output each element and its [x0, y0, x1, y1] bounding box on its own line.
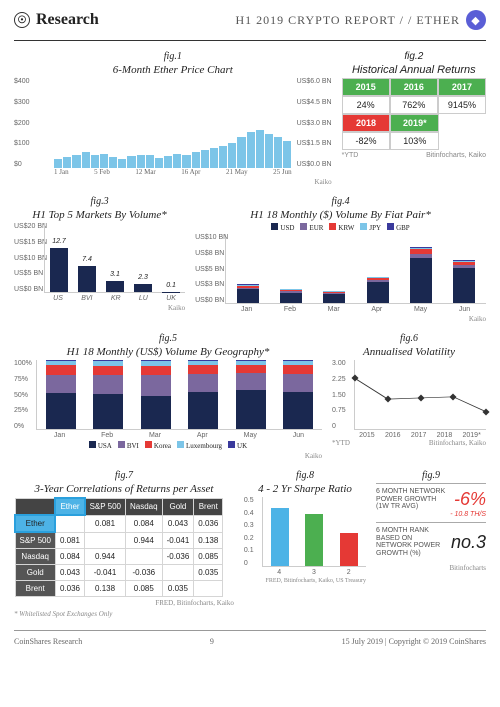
- fig9-label: fig.9: [376, 470, 486, 481]
- fig9-box1: 6 MONTH NETWORK POWER GROWTH (1W TR AVG)…: [376, 483, 486, 522]
- fig6-note: *YTD: [332, 439, 350, 447]
- fig2-title: Historical Annual Returns: [342, 64, 486, 76]
- fig4-title: H1 18 Monthly ($) Volume By Fiat Pair*: [195, 209, 486, 221]
- fig4-source: Kaiko: [195, 315, 486, 323]
- fig7-title: 3-Year Correlations of Returns per Asset: [14, 483, 234, 495]
- fig8-title: 4 - 2 Yr Sharpe Ratio: [244, 483, 366, 495]
- fig1-title: 6-Month Ether Price Chart: [14, 64, 332, 76]
- research-icon: ☉: [14, 12, 30, 28]
- fig7-source: FRED, Bitinfocharts, Kaiko: [14, 599, 234, 607]
- page-title-left: Research: [36, 11, 99, 29]
- fig6-source: Bitinfocharts, Kaiko: [429, 439, 486, 447]
- footer-page: 9: [210, 637, 214, 646]
- footer-left: CoinShares Research: [14, 637, 82, 646]
- fig2-label: fig.2: [342, 51, 486, 62]
- fig3-chart: US$20 BNUS$15 BNUS$10 BNUS$5 BNUS$0 BN 1…: [14, 223, 185, 302]
- fig1-label: fig.1: [14, 51, 332, 62]
- fig3-title: H1 Top 5 Markets By Volume*: [14, 209, 185, 221]
- footer-right: 15 July 2019 | Copyright © 2019 CoinShar…: [342, 637, 486, 646]
- fig5-title: H1 18 Monthly (US$) Volume By Geography*: [14, 346, 322, 358]
- fig8-source: FRED, Bitinfocharts, Kaiko, US Treasury: [244, 578, 366, 584]
- fig9-source: Bitinfocharts: [376, 564, 486, 572]
- fig3-source: Kaiko: [14, 304, 185, 312]
- fig6-title: Annualised Volatility: [332, 346, 486, 358]
- fig4-label: fig.4: [195, 196, 486, 207]
- fig5-label: fig.5: [14, 333, 322, 344]
- fig5-chart: 100%75%50%25%0% JanFebMarAprMayJun: [14, 360, 322, 439]
- fig5-source: Kaiko: [14, 452, 322, 460]
- fig1-source: Kaiko: [14, 178, 332, 186]
- fig4-chart: US$10 BNUS$8 BNUS$5 BNUS$3 BNUS$0 BN Jan…: [195, 234, 486, 313]
- fig7-label: fig.7: [14, 470, 234, 481]
- fig2-source: Bitinfocharts, Kaiko: [426, 152, 486, 159]
- fig2-note: *YTD: [342, 152, 359, 159]
- page-title-right: H1 2019 CRYPTO REPORT / / ETHER: [235, 13, 460, 28]
- footnote: * Whitelisted Spot Exchanges Only: [14, 610, 486, 618]
- fig3-label: fig.3: [14, 196, 185, 207]
- ether-icon: ◆: [466, 10, 486, 30]
- fig6-chart: 3.002.251.500.750 20152016201720182019*: [332, 360, 486, 439]
- fig7-table: EtherS&P 500NasdaqGoldBrentEther0.0810.0…: [14, 497, 223, 597]
- fig9-box2: 6 MONTH RANK BASED ON NETWORK POWER GROW…: [376, 522, 486, 562]
- fig6-label: fig.6: [332, 333, 486, 344]
- fig8-label: fig.8: [244, 470, 366, 481]
- fig8-chart: 0.50.40.30.20.10 432: [244, 497, 366, 576]
- fig1-chart: $400$300$200$100$0 US$6.0 BNUS$4.5 BNUS$…: [14, 78, 332, 168]
